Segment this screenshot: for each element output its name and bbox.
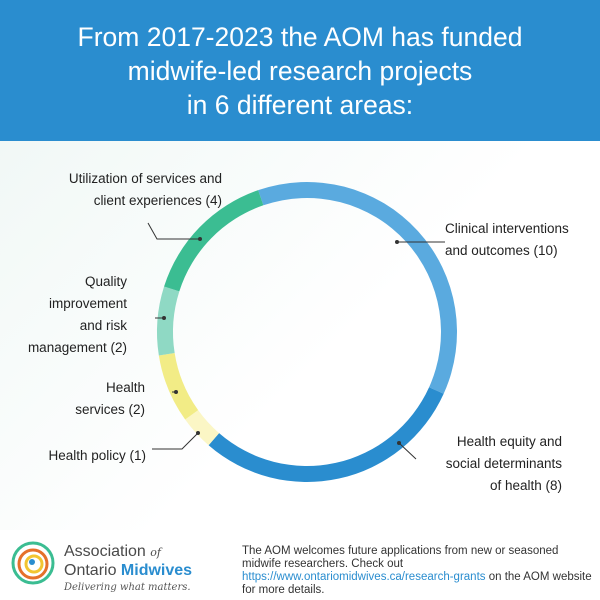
- slice-label-4: Health services (2): [75, 380, 145, 417]
- leader-dot-2: [397, 441, 401, 445]
- leader-dot-6: [198, 237, 202, 241]
- footer-note: The AOM welcomes future applications fro…: [242, 545, 594, 597]
- footer-note-text-1: The AOM welcomes future applications fro…: [242, 545, 559, 570]
- slice-label-3: Health policy (1): [48, 448, 146, 463]
- aom-logo-icon: [11, 541, 55, 585]
- donut-slice-2: [208, 387, 444, 483]
- leader-line-2: [398, 442, 417, 460]
- donut-slice-3: [185, 410, 220, 446]
- donut-slice-4: [158, 352, 199, 420]
- footer-note-text-2: on the AOM website for more details.: [242, 571, 592, 596]
- header-banner: From 2017-2023 the AOM has funded midwif…: [0, 0, 600, 141]
- donut-slice-1: [258, 182, 457, 394]
- slice-label-2: Health equity and social determinants of h…: [446, 434, 563, 493]
- research-grants-link[interactable]: https://www.ontariomidwives.ca/research-…: [242, 571, 486, 583]
- leader-dot-1: [395, 240, 399, 244]
- org-name-association: Association: [64, 543, 146, 560]
- header-title-line-2: midwife-led research projects: [127, 55, 473, 86]
- org-tagline: Delivering what matters.: [64, 582, 191, 593]
- org-name: Association of Ontario Midwives Deliveri…: [64, 543, 192, 593]
- slice-label-1: Clinical interventions and outcomes (10): [445, 221, 569, 258]
- slice-label-5: Quality improvement and risk management (2): [28, 274, 127, 355]
- donut-slice-5: [157, 286, 180, 356]
- header-title-line-1: From 2017-2023 the AOM has funded: [77, 21, 523, 52]
- chart-background: [0, 141, 600, 530]
- org-name-midwives: Midwives: [120, 562, 193, 579]
- org-name-of: of: [150, 546, 161, 559]
- leader-dot-5: [162, 316, 166, 320]
- footer: [0, 530, 600, 600]
- leader-line-6: [147, 222, 200, 240]
- leader-dot-4: [174, 390, 178, 394]
- org-name-ontario: Ontario: [64, 562, 121, 579]
- donut-slice-6: [164, 190, 264, 292]
- leader-line-3: [152, 432, 199, 450]
- header-title-line-3: in 6 different areas:: [186, 89, 414, 120]
- leader-dot-3: [196, 431, 200, 435]
- slice-label-6: Utilization of services and client experi…: [69, 171, 222, 208]
- donut-chart: Clinical interventions and outcomes (10) H…: [28, 171, 569, 493]
